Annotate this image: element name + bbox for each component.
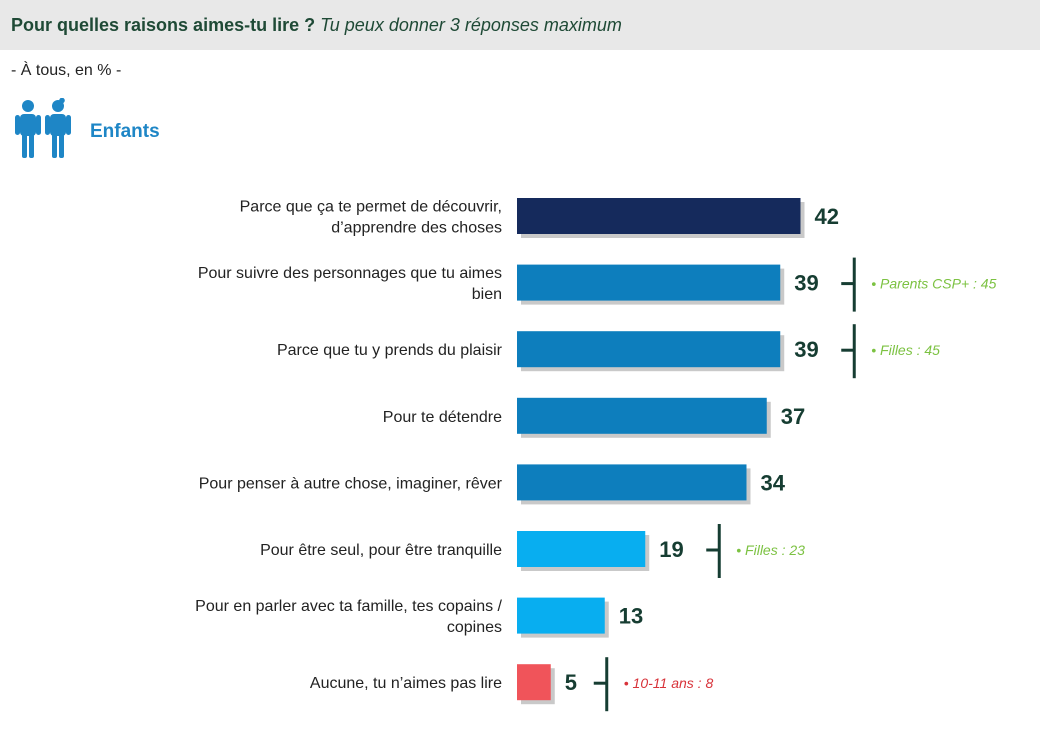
value-label: 37	[781, 404, 805, 429]
bar	[517, 664, 551, 701]
category-label: copines	[447, 619, 502, 636]
bar	[517, 198, 801, 234]
chart-subtitle: - À tous, en % -	[11, 62, 122, 79]
value-label: 34	[761, 470, 786, 495]
category-label: Pour suivre des personnages que tu aimes	[198, 265, 502, 282]
bar	[517, 531, 646, 567]
value-label: 39	[794, 337, 818, 362]
annotation-label: • Filles : 45	[871, 342, 940, 358]
value-label: 39	[794, 271, 818, 296]
bar	[517, 264, 781, 301]
value-label: 42	[815, 204, 839, 229]
category-label: Pour te détendre	[383, 409, 502, 426]
title-question: Pour quelles raisons aimes-tu lire ?	[11, 15, 316, 35]
children-icon	[15, 98, 71, 158]
chart-header	[0, 0, 1040, 50]
annotation-label: • 10-11 ans : 8	[624, 675, 714, 691]
bar	[517, 331, 781, 368]
category-label: d’apprendre des choses	[331, 220, 502, 237]
category-label: Pour penser à autre chose, imaginer, rêv…	[199, 475, 503, 492]
value-label: 5	[565, 670, 577, 695]
value-label: 19	[659, 537, 683, 562]
annotation-label: • Parents CSP+ : 45	[871, 276, 996, 292]
chart-title: Pour quelles raisons aimes-tu lire ? Tu …	[11, 15, 622, 36]
bar	[517, 597, 605, 634]
value-label: 13	[619, 604, 643, 629]
category-label: Parce que tu y prends du plaisir	[277, 342, 503, 359]
category-label: Pour être seul, pour être tranquille	[260, 542, 502, 559]
category-label: Aucune, tu n’aimes pas lire	[310, 675, 502, 692]
category-label: Pour en parler avec ta famille, tes copa…	[195, 598, 502, 615]
group-label: Enfants	[90, 121, 160, 142]
category-label: Parce que ça te permet de découvrir,	[240, 199, 502, 216]
title-instruction: Tu peux donner 3 réponses maximum	[320, 15, 622, 35]
bar	[517, 397, 767, 434]
bar	[517, 464, 747, 501]
category-label: bien	[472, 286, 502, 303]
annotation-label: • Filles : 23	[736, 542, 805, 558]
